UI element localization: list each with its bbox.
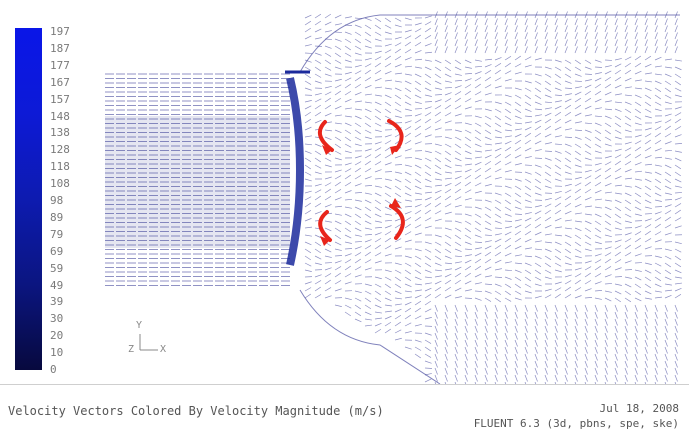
colorbar-tick-label: 148 [50, 109, 70, 123]
axis-z-label: Z [128, 344, 135, 355]
recirc-arrow-lower-right [389, 204, 405, 240]
axis-triad: Y Z X [128, 320, 178, 362]
colorbar-tick-label: 167 [50, 75, 70, 89]
recirculation-arrows [317, 119, 405, 246]
colorbar-tick-label: 108 [50, 177, 70, 191]
velocity-vector-plot [105, 11, 683, 384]
colorbar [15, 28, 42, 370]
colorbar-tick-label: 10 [50, 346, 64, 360]
colorbar-tick-label: 39 [50, 295, 64, 309]
colorbar-tick-label: 157 [50, 92, 70, 106]
colorbar-tick-label: 177 [50, 58, 70, 72]
footer-divider [0, 384, 689, 385]
colorbar-tick-label: 138 [50, 126, 70, 140]
recirc-arrow-lower-left [318, 210, 332, 242]
colorbar-tick-label: 20 [50, 329, 64, 343]
axis-x-label: X [160, 344, 167, 355]
axis-y-label: Y [136, 320, 143, 331]
colorbar-tick-label: 197 [50, 25, 70, 38]
plot-caption: Velocity Vectors Colored By Velocity Mag… [8, 404, 384, 418]
plot-date: Jul 18, 2008 [599, 402, 679, 415]
solver-version: FLUENT 6.3 (3d, pbns, spe, ske) [473, 417, 679, 430]
nozzle-wall [285, 70, 310, 266]
colorbar-tick-label: 59 [50, 261, 64, 275]
recirc-arrow-upper-left [317, 120, 334, 152]
colorbar-tick-label: 79 [50, 227, 64, 241]
axis-triad-lines [139, 334, 158, 351]
colorbar-tick-label: 30 [50, 312, 64, 326]
colorbar-tick-label: 49 [50, 278, 64, 292]
recirc-arrow-upper-right [387, 119, 404, 152]
vector-field [105, 11, 683, 384]
colorbar-tick-label: 118 [50, 160, 70, 174]
colorbar-tick-label: 69 [50, 244, 64, 258]
colorbar-tick-label: 98 [50, 194, 64, 207]
colorbar-tick-label: 187 [50, 41, 70, 55]
colorbar-tick-label: 128 [50, 143, 70, 157]
colorbar-tick-label: 89 [50, 210, 64, 224]
colorbar-tick-label: 0 [50, 363, 57, 376]
